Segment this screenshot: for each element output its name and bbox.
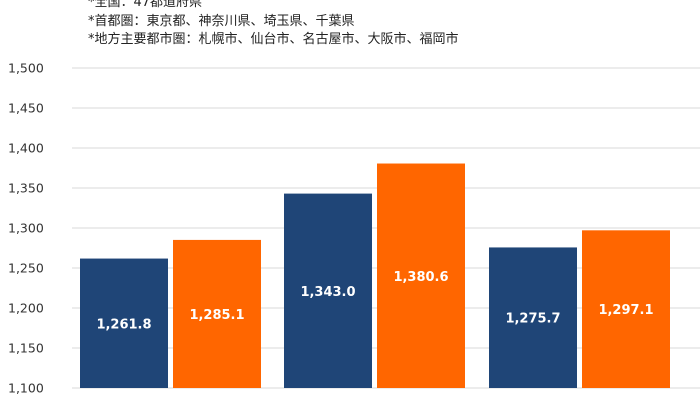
y-tick-label: 1,100 [8,381,44,396]
y-tick-label: 1,400 [8,141,44,156]
data-label: 1,297.1 [598,303,653,318]
bar [377,163,465,388]
y-tick-label: 1,150 [8,341,44,356]
footnote-capital-area: *首都圏：東京都、神奈川県、埼玉県、千葉県 [88,13,355,29]
y-tick-label: 1,350 [8,181,44,196]
data-label: 1,343.0 [300,285,355,300]
footnotes: *全国：47都道府県 *首都圏：東京都、神奈川県、埼玉県、千葉県 *地方主要都市… [88,0,459,50]
data-label: 1,261.8 [96,317,151,332]
bar [173,239,261,388]
y-tick-label: 1,250 [8,261,44,276]
y-tick-label: 1,200 [8,301,44,316]
bar [80,258,168,388]
y-tick-label: 1,450 [8,101,44,116]
bar [582,230,670,388]
data-label: 1,285.1 [189,308,244,323]
y-axis: 1,100 1,150 1,200 1,250 1,300 1,350 1,400 1,450… [8,61,44,396]
data-label: 1,380.6 [393,270,448,285]
bars [80,163,670,388]
y-tick-label: 1,500 [8,61,44,76]
footnote-regional-cities: *地方主要都市圏：札幌市、仙台市、名古屋市、大阪市、福岡市 [88,32,459,47]
footnote-nationwide: *全国：47都道府県 [88,0,203,10]
data-labels: 1,261.8 1,343.0 1,275.7 1,285.1 1,380.6 1,297… [96,270,653,333]
data-label: 1,275.7 [505,312,560,327]
bar [284,193,372,388]
y-tick-label: 1,300 [8,221,44,236]
bar [489,247,577,388]
